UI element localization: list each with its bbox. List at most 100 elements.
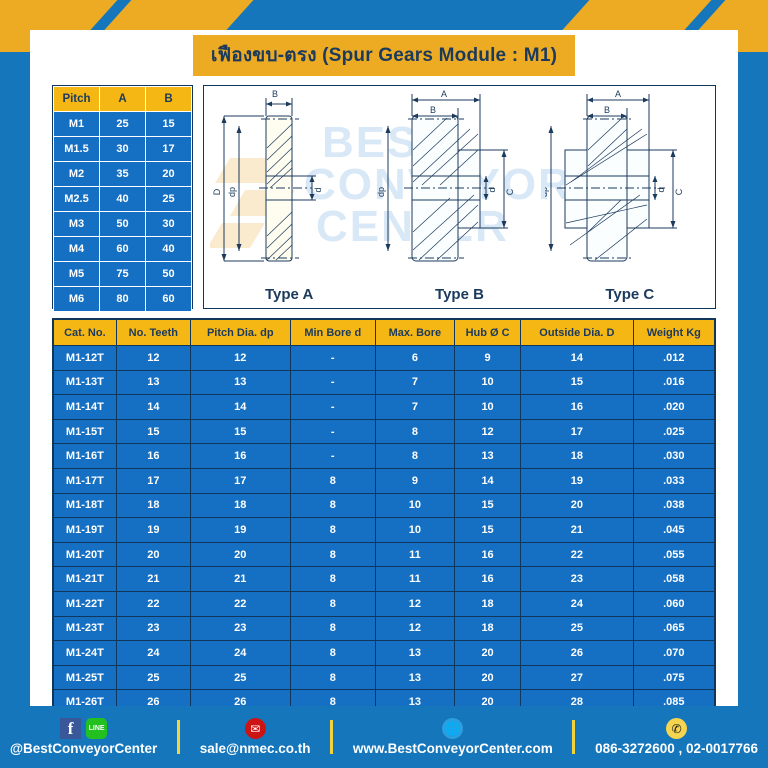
spec-table-cell: M1-19T	[53, 517, 117, 543]
pitch-table-cell: 35	[99, 161, 146, 187]
pitch-table-row: M1.5 30 17	[53, 136, 192, 162]
spec-table-cell: 7	[374, 394, 455, 420]
pitch-table-row: M6 80 60	[53, 286, 192, 312]
spec-table-cell: 23	[189, 615, 291, 642]
table-row: M1-17T 17 17 8 9 14 19.033	[53, 467, 716, 494]
spec-table-cell: M1-13T	[53, 369, 117, 396]
pitch-table-cell: 20	[145, 161, 192, 187]
spec-table-cell: M1-15T	[53, 418, 117, 445]
spec-table-cell: 18	[453, 590, 522, 617]
spec-table-cell: 13	[374, 664, 455, 691]
spec-table-cell: .065	[632, 615, 716, 642]
spec-table-cell: 8	[289, 467, 376, 494]
spec-table-cell: 16	[189, 443, 291, 469]
spec-table-cell: 20	[520, 492, 634, 519]
pitch-table: Pitch A B M1 25 15 M1.5 30 17 M2 35 20 M2.5 40 25 M3…	[53, 86, 192, 312]
pitch-table-cell: 60	[145, 286, 192, 312]
dim-label-hub: C	[674, 188, 684, 195]
spec-table-cell: M1-24T	[53, 640, 117, 666]
spec-table-cell: 9	[374, 467, 455, 494]
footer-item-website[interactable]: 🌐 www.BestConveyorCenter.com	[353, 718, 553, 756]
pitch-table-cell: 40	[99, 186, 146, 212]
spec-table-cell: 16	[115, 443, 191, 469]
spec-table-cell: 20	[453, 664, 522, 691]
spec-table-cell: 10	[374, 492, 455, 519]
dim-label-bore: d	[656, 187, 666, 192]
table-row: M1-25T 25 25 8 13 20 27.075	[53, 664, 716, 691]
spec-table-cell: M1-12T	[53, 345, 117, 371]
spec-column-header: No. Teeth	[115, 319, 191, 346]
mail-icon[interactable]: ✉	[244, 718, 266, 739]
pitch-table-header-row: Pitch A B	[53, 86, 192, 112]
spec-table-cell: M1-23T	[53, 615, 117, 642]
spec-table-cell: 19	[520, 467, 634, 494]
upper-section: Pitch A B M1 25 15 M1.5 30 17 M2 35 20 M2.5 40 25 M3…	[52, 85, 716, 312]
spec-table-cell: 22	[115, 590, 191, 617]
spec-table-cell: 19	[189, 517, 291, 543]
spec-column-header: Outside Dia. D	[520, 319, 634, 346]
spec-table: Cat. No. No. Teeth Pitch Dia. dp Min Bore d…	[53, 319, 716, 715]
spec-table-cell: .060	[632, 590, 716, 617]
spec-table-cell: 6	[374, 345, 455, 371]
spec-table-cell: 24	[115, 640, 191, 666]
spec-table-cell: 10	[453, 394, 522, 420]
phone-icon[interactable]: ✆	[666, 718, 688, 739]
dim-label-b: B	[272, 89, 278, 99]
pitch-table-row: M1 25 15	[53, 111, 192, 137]
spec-table-cell: 8	[289, 664, 376, 691]
spec-table-cell: 20	[115, 541, 191, 568]
spec-table-cell: 17	[520, 418, 634, 445]
table-row: M1-23T 23 23 8 12 18 25.065	[53, 615, 716, 642]
spec-table-cell: 15	[520, 369, 634, 396]
spec-table-cell: 14	[453, 467, 522, 494]
spec-table-cell: 18	[115, 492, 191, 519]
footer-phone-label: 086-3272600 , 02-0017766	[595, 741, 759, 756]
spec-column-header: Max. Bore	[374, 319, 455, 346]
spec-table-cell: .070	[632, 640, 716, 666]
drawings-panel: BEST CONVEYOR CENTER	[203, 85, 716, 309]
pitch-table-cell: 25	[145, 186, 192, 212]
spec-table-cell: 18	[453, 615, 522, 642]
facebook-icon[interactable]: f	[60, 718, 82, 739]
spec-table-cell: M1-21T	[53, 566, 117, 592]
table-row: M1-21T 21 21 8 11 16 23.058	[53, 566, 716, 592]
footer-item-email[interactable]: ✉ sale@nmec.co.th	[200, 718, 310, 756]
dim-label-d-outside: D	[212, 188, 222, 195]
spec-table-cell: .058	[632, 566, 716, 592]
dim-label-bore: d	[313, 187, 323, 192]
spec-table-cell: 22	[520, 541, 634, 568]
spec-column-header: Min Bore d	[289, 319, 376, 346]
spec-table-cell: .038	[632, 492, 716, 519]
spec-table-cell: 10	[453, 369, 522, 396]
footer-social-icons: f LINE	[60, 718, 108, 739]
table-row: M1-19T 19 19 8 10 15 21.045	[53, 517, 716, 543]
spec-table-cell: 13	[189, 369, 291, 396]
spec-table-cell: 14	[189, 394, 291, 420]
footer-item-phone[interactable]: ✆ 086-3272600 , 02-0017766	[595, 718, 758, 756]
spec-table-cell: 15	[115, 418, 191, 445]
pitch-table-cell: M2.5	[53, 186, 100, 212]
title-container: เฟืองขบ-ตรง (Spur Gears Module : M1)	[30, 30, 738, 76]
spec-table-cell: 11	[374, 566, 455, 592]
pitch-table-row: M2.5 40 25	[53, 186, 192, 212]
spec-table-cell: 18	[520, 443, 634, 469]
spec-column-header: Cat. No.	[53, 319, 117, 346]
spec-table-cell: 7	[374, 369, 455, 396]
spec-column-header: Hub Ø C	[453, 319, 522, 346]
spec-table-cell: 24	[189, 640, 291, 666]
dim-label-hub: C	[505, 188, 515, 195]
globe-icon[interactable]: 🌐	[442, 718, 464, 739]
type-c-diagram: A B dp d C	[545, 89, 684, 262]
spec-table-cell: M1-20T	[53, 541, 117, 568]
footer-item-facebook[interactable]: f LINE @BestConveyorCenter	[10, 718, 157, 756]
spec-table-cell: 23	[115, 615, 191, 642]
spec-table-cell: 15	[189, 418, 291, 445]
pitch-table-cell: 30	[145, 211, 192, 237]
pitch-table-row: M4 60 40	[53, 236, 192, 262]
spec-table-cell: .025	[632, 418, 716, 445]
spec-table-cell: 18	[189, 492, 291, 519]
footer-divider	[177, 720, 181, 754]
spec-table-cell: 8	[289, 640, 376, 666]
type-b-diagram: A B dp d C	[376, 89, 515, 262]
line-icon[interactable]: LINE	[86, 718, 108, 739]
